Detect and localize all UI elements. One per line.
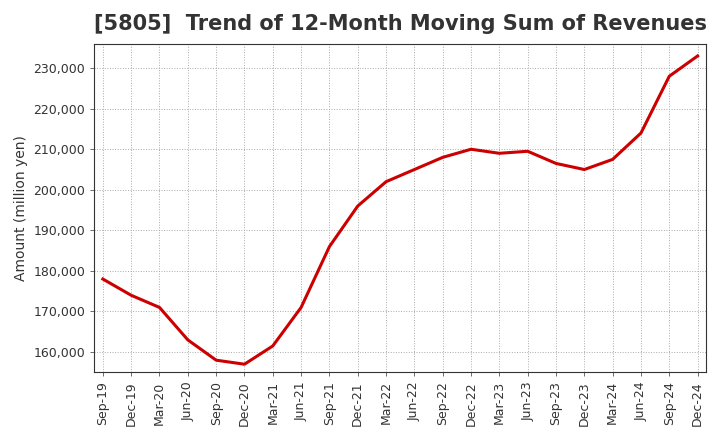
- Title: [5805]  Trend of 12-Month Moving Sum of Revenues: [5805] Trend of 12-Month Moving Sum of R…: [94, 14, 707, 34]
- Y-axis label: Amount (million yen): Amount (million yen): [14, 135, 28, 281]
